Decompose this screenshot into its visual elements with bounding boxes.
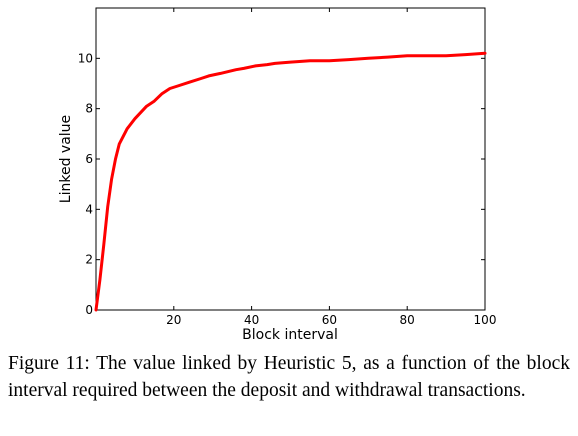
figure-caption: Figure 11: The value linked by Heuristic…: [8, 353, 570, 401]
x-tick-label: 100: [474, 313, 497, 327]
axis-ticks: [96, 8, 486, 311]
y-tick-label: 4: [85, 202, 93, 216]
x-axis-label: Block interval: [242, 327, 338, 343]
y-axis-label: Linked value: [58, 115, 74, 203]
y-tick-label: 6: [85, 152, 93, 166]
y-tick-label: 2: [85, 253, 93, 267]
y-tick-label: 10: [78, 51, 93, 65]
y-tick-label: 8: [85, 102, 93, 116]
series-line: [94, 51, 487, 312]
tick-labels: 20 40 60 80 100 0 2 4 6 8 10: [78, 51, 497, 327]
x-tick-label: 80: [400, 313, 415, 327]
line-chart: 20 40 60 80 100 0 2 4 6 8 10 Block interval Linked…: [58, 7, 497, 343]
y-tick-label: 0: [85, 303, 93, 317]
x-tick-label: 60: [322, 313, 337, 327]
x-tick-label: 20: [166, 313, 181, 327]
x-tick-label: 40: [244, 313, 259, 327]
plot-frame: [95, 7, 486, 311]
